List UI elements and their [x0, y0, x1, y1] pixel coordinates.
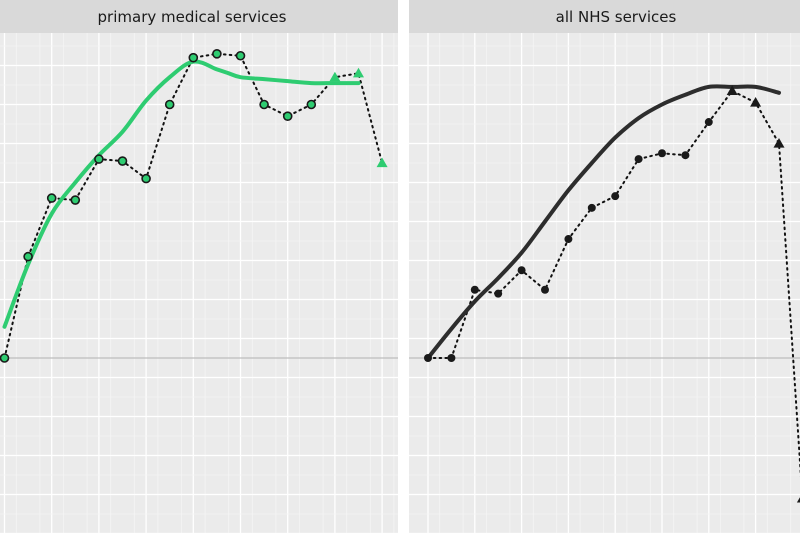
data-point-circle — [282, 111, 293, 121]
data-point-circle — [470, 285, 479, 294]
data-point-circle — [634, 155, 643, 164]
facet-strip — [0, 0, 398, 33]
data-point-triangle — [796, 497, 800, 503]
facet-title: all NHS services — [556, 8, 677, 26]
data-point-circle — [681, 151, 690, 160]
smoothed-trend-line — [426, 84, 781, 360]
data-point-circle — [212, 48, 222, 59]
data-point-circle — [117, 156, 128, 166]
data-marks — [0, 48, 388, 363]
data-point-circle — [564, 235, 573, 244]
facet-title: primary medical services — [98, 8, 287, 26]
data-point-circle — [46, 193, 57, 203]
data-point-circle — [70, 195, 81, 205]
data-point-circle — [235, 50, 246, 61]
data-point-circle — [424, 354, 432, 362]
data-point-triangle — [773, 138, 785, 148]
observed-series-line — [3, 52, 384, 359]
data-point-triangle — [726, 85, 738, 95]
data-point-circle — [94, 154, 104, 164]
data-point-triangle — [750, 97, 762, 107]
grid-lines — [0, 33, 398, 534]
data-point-circle — [704, 118, 713, 127]
data-point-triangle — [329, 71, 341, 82]
data-point-triangle — [376, 157, 388, 168]
data-point-circle — [447, 354, 456, 362]
data-point-circle — [494, 289, 503, 298]
data-point-circle — [259, 99, 269, 110]
grid-lines — [409, 33, 800, 534]
panel-primary-medical-services: primary medical services — [0, 0, 398, 534]
data-point-triangle — [353, 67, 364, 78]
data-point-circle — [141, 173, 151, 184]
data-point-circle — [517, 266, 526, 275]
data-marks — [424, 84, 800, 503]
data-point-circle — [658, 149, 666, 158]
data-point-circle — [306, 99, 317, 110]
plot-panel — [409, 33, 800, 534]
data-point-circle — [0, 353, 10, 363]
data-point-circle — [188, 52, 199, 63]
plot-panel — [0, 33, 398, 534]
data-point-circle — [587, 203, 596, 212]
data-point-circle — [164, 99, 175, 110]
data-point-circle — [23, 251, 33, 262]
panel-all-nhs-services: all NHS services — [409, 0, 800, 534]
data-point-circle — [541, 285, 549, 294]
data-point-circle — [611, 192, 620, 201]
facet-strip — [409, 0, 800, 33]
